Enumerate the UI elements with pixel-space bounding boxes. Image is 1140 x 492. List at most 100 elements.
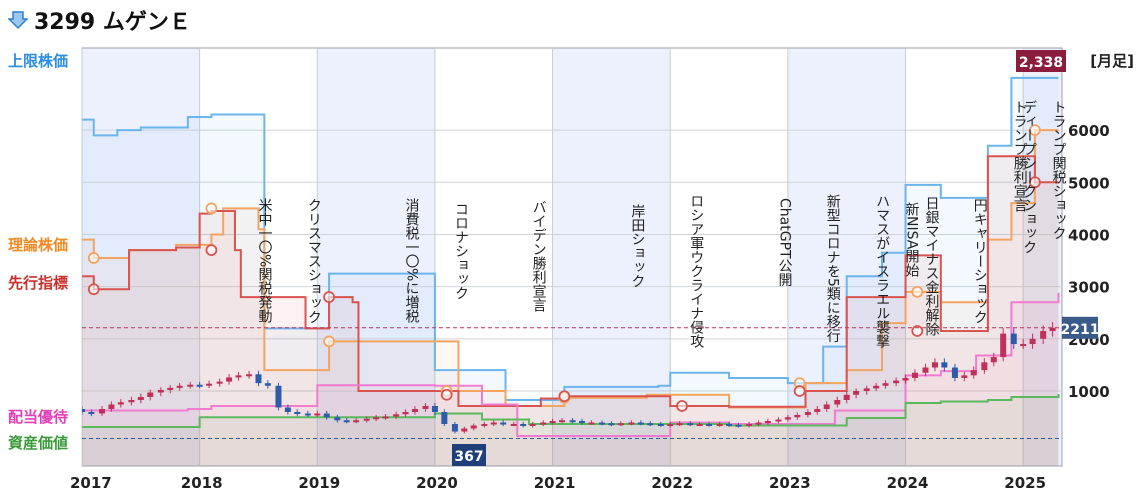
x-tick-label: 2022	[651, 474, 693, 492]
candle-body	[382, 416, 389, 419]
series-line-dividend	[82, 292, 1060, 437]
candle-body	[275, 385, 282, 408]
candle-body	[147, 392, 154, 397]
candle-body	[755, 422, 762, 425]
legend-theory-price: 理論株価	[8, 236, 69, 254]
stock-title: 3299 ムゲンＥ	[34, 10, 191, 35]
candle-body	[687, 423, 694, 426]
candle-body	[137, 397, 144, 400]
min-price-badge-bg	[452, 444, 486, 466]
candle-body	[637, 422, 644, 425]
candle-body	[970, 370, 977, 376]
x-tick-label: 2020	[416, 474, 458, 492]
candle-body	[657, 424, 664, 426]
candle-body	[843, 394, 850, 400]
y-tick-label: 3000	[1068, 279, 1110, 297]
candle-body	[402, 412, 409, 415]
candle-body	[334, 417, 341, 421]
max-price-badge-bg	[1016, 50, 1066, 72]
candle-body	[951, 367, 958, 378]
candle-body	[1049, 327, 1056, 331]
candle-body	[716, 424, 723, 426]
series-fill	[82, 130, 1059, 466]
event-annotation: 日銀マイナス金利解除	[924, 196, 940, 336]
legend-leading-index: 先行指標	[8, 274, 69, 292]
event-annotation: 岸田ショック	[629, 204, 645, 288]
candle-body	[461, 428, 468, 432]
series-marker	[87, 252, 100, 264]
candle-body	[775, 419, 782, 422]
candle-body	[1029, 338, 1036, 345]
candle-body	[431, 406, 438, 412]
candle-body	[82, 409, 85, 412]
candle-body	[882, 383, 889, 386]
period-label: [月足]	[1090, 52, 1134, 70]
candle-body	[804, 412, 811, 415]
x-tick-label: 2018	[181, 474, 223, 492]
x-tick-label: 2017	[70, 474, 112, 492]
series-marker	[676, 400, 688, 412]
candle-body	[599, 422, 605, 425]
candle-body	[814, 409, 821, 412]
arrow-down-icon	[8, 11, 28, 30]
y-tick-label: 5000	[1068, 174, 1110, 192]
candle-body	[1000, 333, 1007, 358]
current-price-badge-bg	[1062, 316, 1098, 339]
series-line-leading	[82, 155, 1059, 408]
candle-body	[490, 422, 497, 425]
candle-body	[206, 383, 213, 386]
candle-body	[510, 424, 517, 426]
candle-body	[559, 420, 565, 423]
candle-body	[981, 362, 988, 371]
candle-body	[157, 389, 164, 393]
candle-body	[481, 424, 488, 426]
candle-body	[441, 412, 448, 424]
candle-body	[628, 422, 635, 425]
candle-body	[520, 424, 527, 426]
event-annotation: 米中一〇%関税発動	[256, 198, 272, 325]
candle-body	[500, 422, 507, 425]
candle-body	[176, 385, 183, 388]
candle-body	[696, 424, 703, 426]
x-tick-label: 2024	[887, 474, 929, 492]
candle-body	[549, 421, 556, 423]
candle-body	[941, 362, 948, 368]
candle-body	[1020, 344, 1027, 347]
candle-body	[902, 377, 909, 381]
candle-body	[569, 420, 576, 423]
legend-upper-price: 上限株価	[8, 52, 69, 70]
candle-body	[264, 383, 271, 386]
candle-body	[529, 424, 536, 426]
event-annotation: ディープシークショック	[1021, 100, 1037, 254]
series-marker	[793, 385, 806, 397]
candle-body	[667, 424, 674, 426]
candle-body	[1010, 333, 1017, 345]
event-annotation: トランプ勝利宣言	[1012, 100, 1028, 212]
min-price-badge-label: 367	[454, 449, 483, 465]
candle-body	[99, 409, 105, 414]
candle-body	[393, 414, 400, 417]
event-annotation: クリスマスショック	[306, 198, 322, 324]
y-tick-label: 4000	[1068, 226, 1110, 244]
candle-body	[196, 384, 203, 387]
candle-body	[294, 412, 301, 414]
candle-body	[373, 417, 380, 420]
legend-dividend: 配当優待	[8, 408, 69, 426]
candle-body	[235, 375, 242, 378]
series-marker	[1029, 176, 1041, 189]
candle-body	[323, 413, 330, 418]
y-tick-label: 6000	[1068, 122, 1110, 140]
candle-body	[363, 418, 370, 421]
candle-body	[117, 402, 124, 405]
candle-body	[411, 409, 418, 412]
series-fill	[82, 394, 1059, 466]
series-marker	[911, 325, 924, 337]
event-annotation: ハマスがイスラエル襲撃	[874, 194, 890, 348]
candle-body	[784, 417, 791, 420]
series-marker	[1029, 124, 1041, 137]
candle-body	[676, 423, 683, 426]
max-price-badge-label: 2,338	[1019, 55, 1063, 71]
candle-body	[579, 421, 585, 423]
year-band	[317, 48, 435, 466]
page-header: 3299 ムゲンＥ	[8, 4, 191, 36]
